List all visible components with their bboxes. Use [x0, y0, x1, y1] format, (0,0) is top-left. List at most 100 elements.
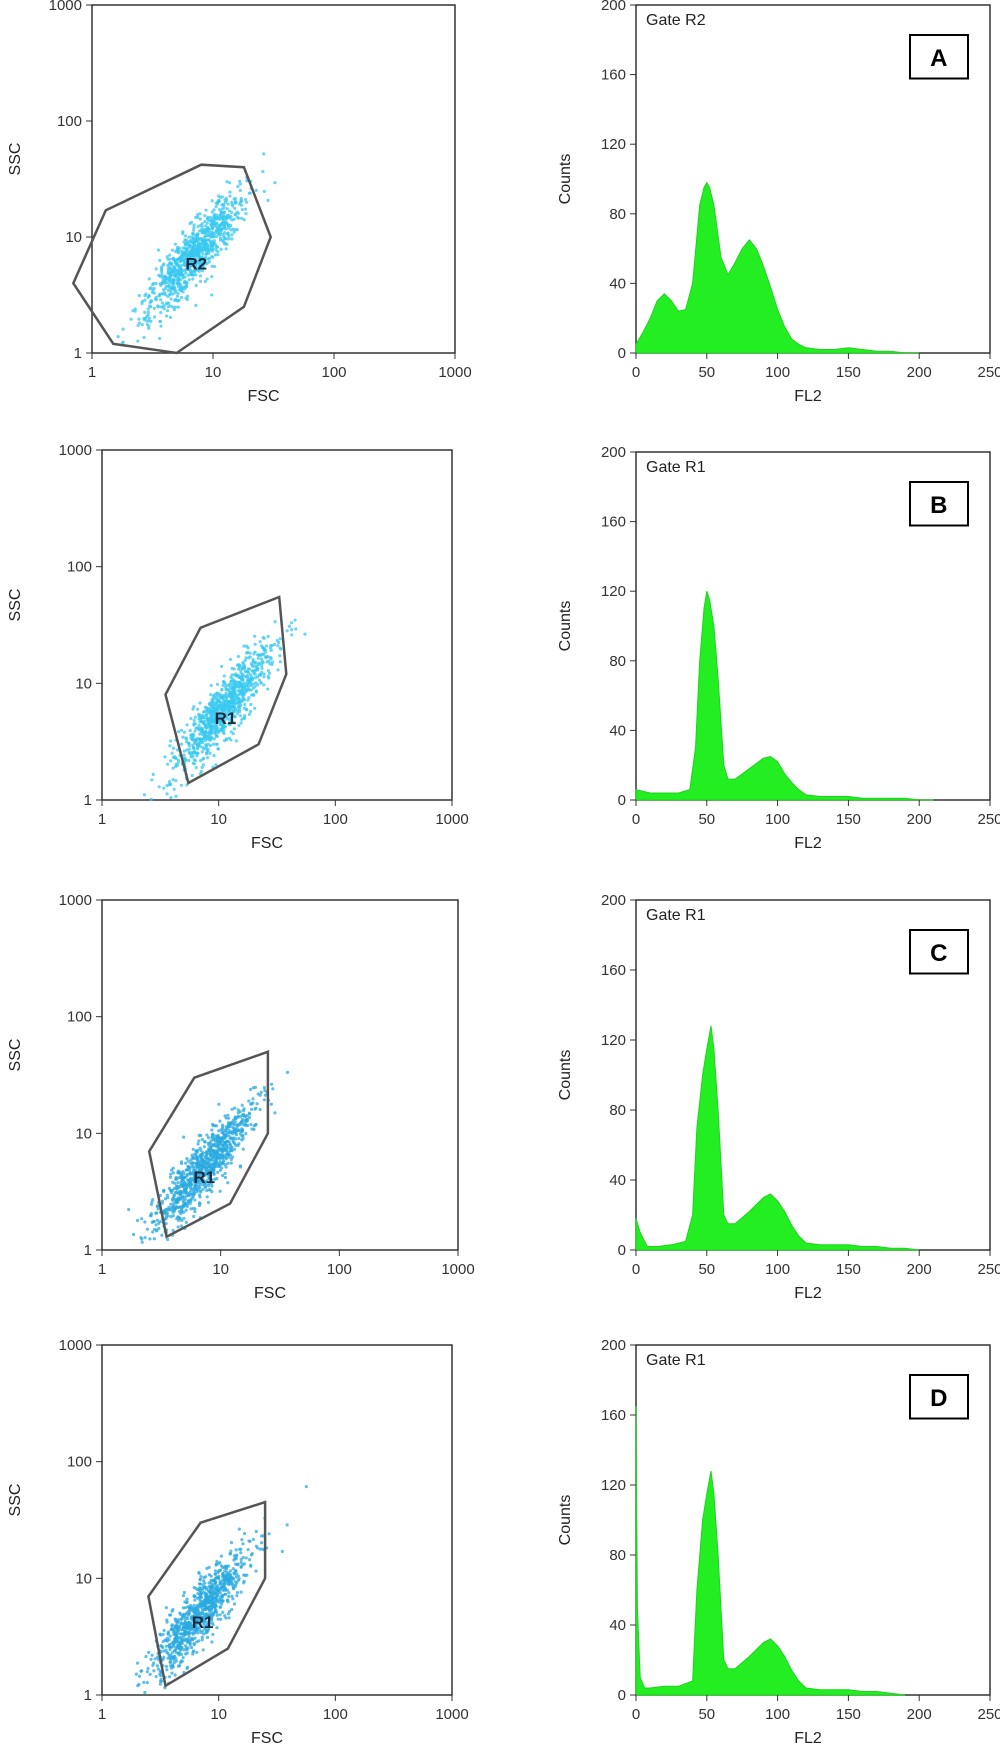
cell-event	[188, 1643, 192, 1647]
cell-event	[177, 1209, 182, 1214]
cell-event	[181, 246, 185, 250]
scatter-plot-A: 1 10 100 1000 1 10 100 1000 FSC SSC R2	[7, 0, 472, 405]
cell-event	[236, 1143, 240, 1148]
cell-event	[162, 275, 167, 279]
cell-event	[137, 293, 141, 298]
cell-event	[262, 152, 266, 156]
y-tick-label: 0	[618, 792, 626, 809]
y-tick-label: 1	[84, 792, 92, 809]
cell-event	[215, 1626, 219, 1630]
cell-event	[145, 1227, 150, 1231]
cell-event	[137, 321, 142, 325]
cell-event	[199, 1169, 204, 1173]
cell-event	[220, 1579, 224, 1583]
cell-event	[233, 697, 237, 701]
cell-event	[188, 1183, 193, 1187]
cell-event	[244, 1556, 248, 1560]
cell-event	[222, 1129, 226, 1133]
cell-event	[194, 1177, 198, 1181]
cell-event	[185, 1611, 189, 1615]
cell-event	[260, 1547, 264, 1551]
cell-event	[135, 1218, 140, 1223]
cell-event	[158, 258, 162, 262]
gate-region-R1	[147, 1500, 267, 1688]
cell-event	[174, 268, 178, 272]
cell-event	[215, 728, 219, 732]
cell-event	[191, 236, 196, 240]
cell-event	[160, 292, 164, 296]
cell-event	[238, 182, 242, 186]
cell-event	[193, 1184, 197, 1188]
cell-event	[181, 230, 185, 234]
cell-event	[160, 1233, 164, 1237]
cell-event	[182, 269, 186, 273]
cell-event	[154, 1675, 158, 1679]
cell-event	[183, 1617, 187, 1621]
cell-event	[235, 1553, 239, 1557]
cell-event	[248, 709, 253, 714]
cell-event	[204, 1182, 208, 1187]
cell-event	[237, 685, 241, 689]
cell-event	[216, 730, 220, 735]
cell-event	[246, 685, 250, 689]
cell-event	[181, 1594, 186, 1598]
cell-event	[171, 1656, 175, 1660]
cell-event	[214, 724, 218, 729]
cell-event	[241, 1542, 245, 1546]
cell-event	[216, 1590, 220, 1594]
cell-event	[219, 1586, 223, 1590]
panel-letter: B	[930, 492, 947, 519]
cell-event	[205, 708, 209, 713]
cell-event	[173, 1617, 177, 1621]
cell-event	[179, 283, 183, 287]
cell-event	[219, 1617, 223, 1621]
cell-event	[240, 688, 244, 692]
cell-event	[137, 317, 141, 321]
cell-event	[220, 664, 224, 668]
cell-event	[259, 1541, 264, 1545]
cell-event	[229, 223, 233, 228]
cell-event	[184, 1161, 188, 1165]
cell-event	[227, 1150, 231, 1154]
cell-event	[185, 1597, 189, 1601]
cell-event	[146, 307, 150, 311]
cell-event	[222, 703, 226, 707]
cell-event	[164, 287, 168, 291]
x-tick-label: 150	[836, 364, 861, 381]
cell-event	[206, 742, 210, 746]
cell-event	[137, 1674, 142, 1678]
cell-event	[229, 228, 233, 232]
cell-event	[240, 691, 244, 695]
cell-event	[224, 695, 228, 699]
cell-event	[230, 202, 234, 206]
cell-event	[222, 231, 227, 235]
panel-letter-box	[909, 34, 969, 80]
cell-event	[170, 1641, 174, 1645]
cell-event	[213, 1569, 218, 1573]
cell-event	[262, 1085, 266, 1090]
cell-event	[167, 783, 171, 787]
cell-event	[204, 729, 208, 733]
cell-event	[203, 248, 208, 252]
cell-event	[201, 252, 205, 256]
cell-event	[253, 684, 257, 688]
cell-event	[201, 756, 206, 760]
cell-event	[228, 1142, 232, 1146]
cell-event	[193, 1623, 197, 1627]
cell-event	[229, 1161, 233, 1165]
cell-event	[223, 224, 227, 228]
cell-event	[166, 271, 170, 276]
cell-event	[262, 189, 266, 193]
cell-event	[207, 722, 211, 726]
cell-event	[150, 1200, 154, 1204]
cell-event	[253, 642, 257, 646]
cell-event	[180, 256, 184, 261]
cell-event	[214, 734, 218, 738]
cell-event	[222, 212, 226, 216]
cell-event	[143, 1220, 147, 1224]
cell-event	[200, 1611, 204, 1615]
cell-event	[209, 1615, 213, 1619]
cell-event	[181, 285, 185, 289]
cell-event	[165, 1668, 169, 1672]
cell-event	[196, 241, 201, 246]
